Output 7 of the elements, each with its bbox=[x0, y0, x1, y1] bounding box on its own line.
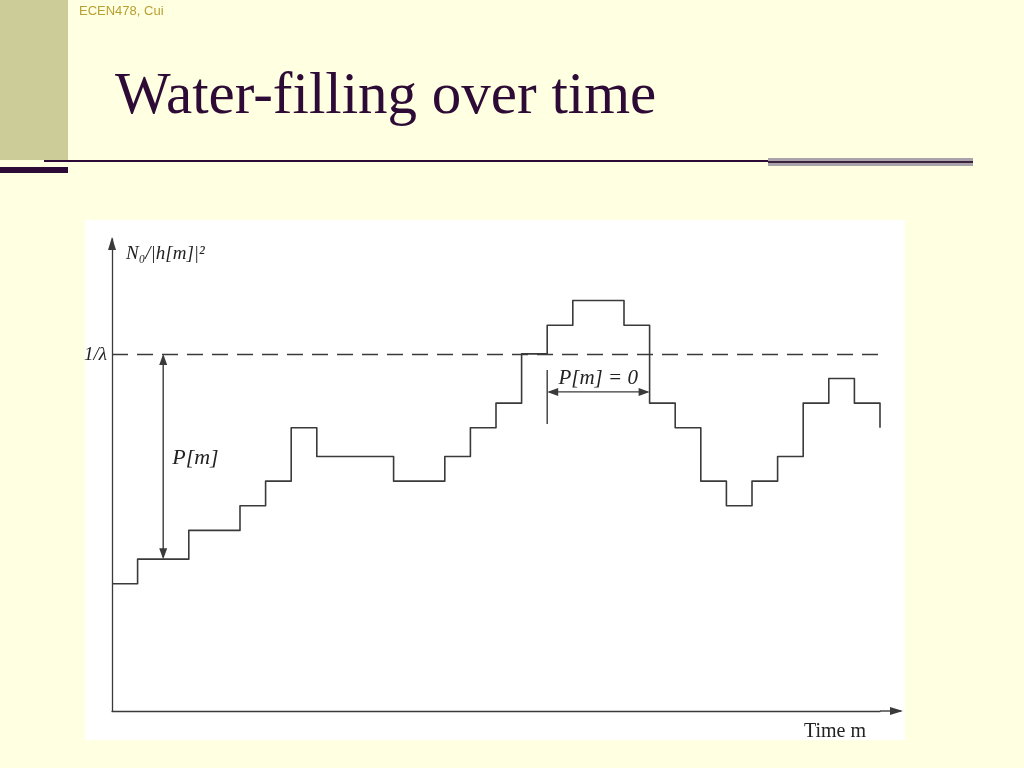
ref-line-label: 1/λ bbox=[83, 343, 107, 365]
chart-title: Water-filling over time bbox=[115, 60, 657, 126]
text: ECEN478, Cui bbox=[79, 3, 164, 19]
y-axis-title: N₀/|h[m]|² bbox=[125, 242, 206, 263]
x-axis-title: Time m bbox=[803, 719, 867, 741]
annotation: P[m] bbox=[172, 443, 219, 469]
annotation: P[m] = 0 bbox=[558, 364, 638, 389]
